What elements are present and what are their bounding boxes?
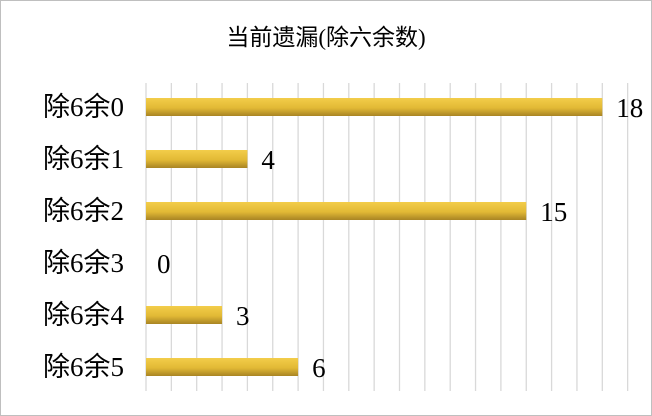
data-label: 15 [540,197,567,227]
chart-title: 当前遗漏(除六余数) [226,25,425,50]
bar [146,306,223,324]
data-label: 18 [616,93,643,123]
data-label: 6 [312,353,326,383]
category-label: 除6余1 [43,144,124,174]
category-label: 除6余5 [43,352,124,382]
data-label: 0 [157,249,171,279]
bar [146,150,248,168]
bar [146,202,527,220]
category-label: 除6余4 [43,300,124,330]
category-label: 除6余0 [43,92,124,122]
data-label: 3 [236,301,250,331]
category-label: 除6余3 [43,248,124,278]
category-label: 除6余2 [43,196,124,226]
data-label: 4 [261,145,275,175]
bar [146,358,299,376]
bar [146,98,603,116]
